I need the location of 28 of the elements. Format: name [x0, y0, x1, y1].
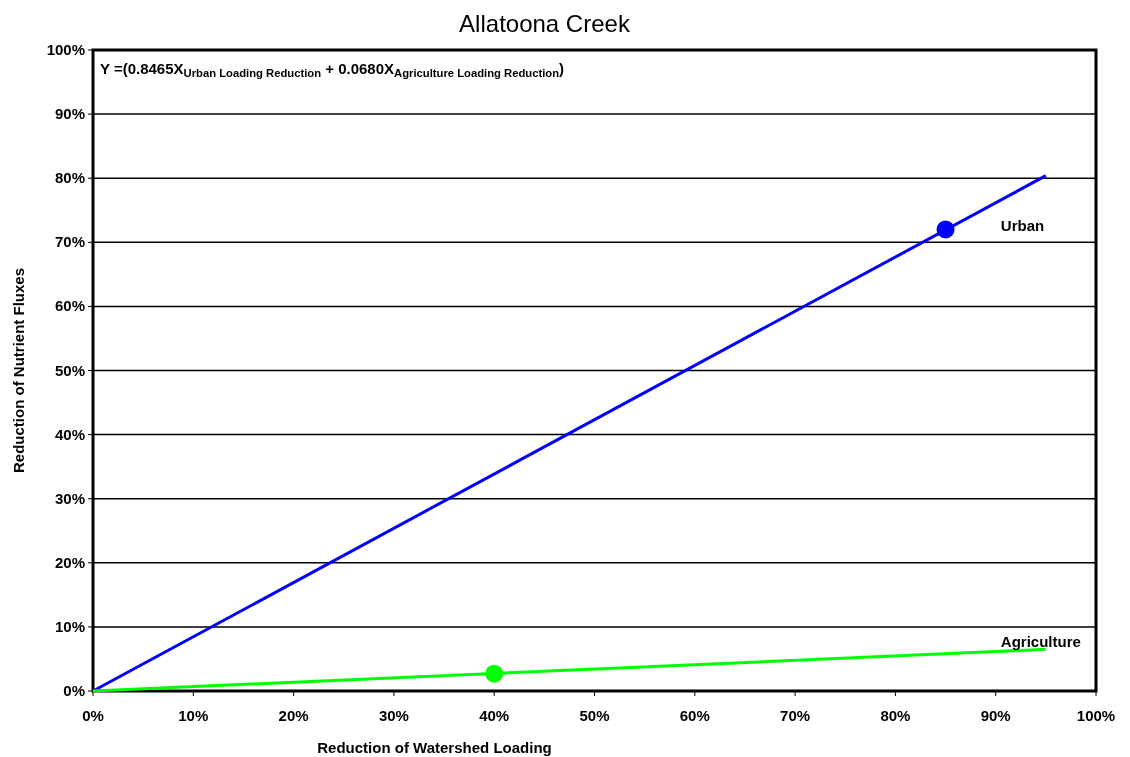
x-tick-label: 10% [178, 707, 209, 724]
y-tick-label: 30% [54, 489, 85, 507]
y-tick-label: 70% [54, 233, 85, 251]
chart-title: Allatoona Creek [459, 10, 631, 37]
y-tick-label: 20% [54, 553, 85, 571]
series-label: Urban [1000, 216, 1045, 234]
x-tick-label: 90% [980, 707, 1011, 724]
x-tick-label: 70% [780, 707, 811, 724]
series-label: Agriculture [1000, 633, 1081, 651]
x-axis-title: Reduction of Watershed Loading [317, 739, 552, 756]
y-tick-label: 80% [54, 169, 85, 187]
y-tick-label: 10% [54, 617, 85, 635]
x-tick-label: 50% [579, 707, 610, 724]
y-tick-label: 90% [54, 105, 85, 123]
y-tick-label: 50% [54, 361, 85, 379]
x-tick-label: 80% [880, 707, 911, 724]
x-tick-label: 60% [679, 707, 710, 724]
x-tick-label: 0% [82, 707, 104, 724]
y-tick-label: 40% [54, 425, 85, 443]
annotation: Y =(0.8465X$_{Urban Loading Reduction}$ + 0.0680X$_{Agriculture Loading Reduction}$) [100, 60, 565, 79]
x-tick-label: 40% [479, 707, 510, 724]
y-tick-label: 100% [46, 41, 85, 58]
x-tick-label: 30% [378, 707, 409, 724]
y-tick-label: 0% [63, 682, 85, 699]
y-tick-label: 60% [54, 297, 85, 315]
y-axis-title: Reduction of Nutrient Fluxes [10, 267, 27, 474]
x-tick-label: 100% [1076, 707, 1116, 724]
x-tick-label: 20% [278, 707, 309, 724]
